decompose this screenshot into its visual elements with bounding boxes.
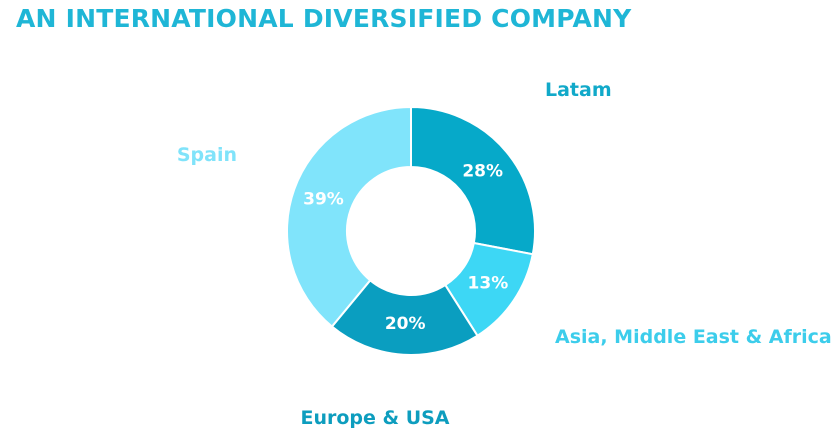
category-label-asia-middle-east-africa: Asia, Middle East & Africa [555, 326, 831, 348]
category-label-europe-usa: Europe & USA [300, 407, 449, 429]
donut-slice-spain [286, 105, 412, 328]
donut-slices [286, 105, 536, 356]
donut-slice-latam [410, 105, 536, 256]
percent-label: 28% [462, 162, 503, 182]
percent-label: 13% [468, 273, 509, 293]
category-label-spain: Spain [177, 144, 237, 166]
percent-label: 20% [385, 314, 426, 334]
category-labels: Latam Asia, Middle East & Africa Europe … [177, 79, 831, 429]
page-title: AN INTERNATIONAL DIVERSIFIED COMPANY [16, 4, 632, 33]
category-label-latam: Latam [545, 79, 612, 101]
percent-label: 39% [303, 190, 344, 210]
percent-labels: 28% 13% 20% 39% [303, 162, 508, 334]
